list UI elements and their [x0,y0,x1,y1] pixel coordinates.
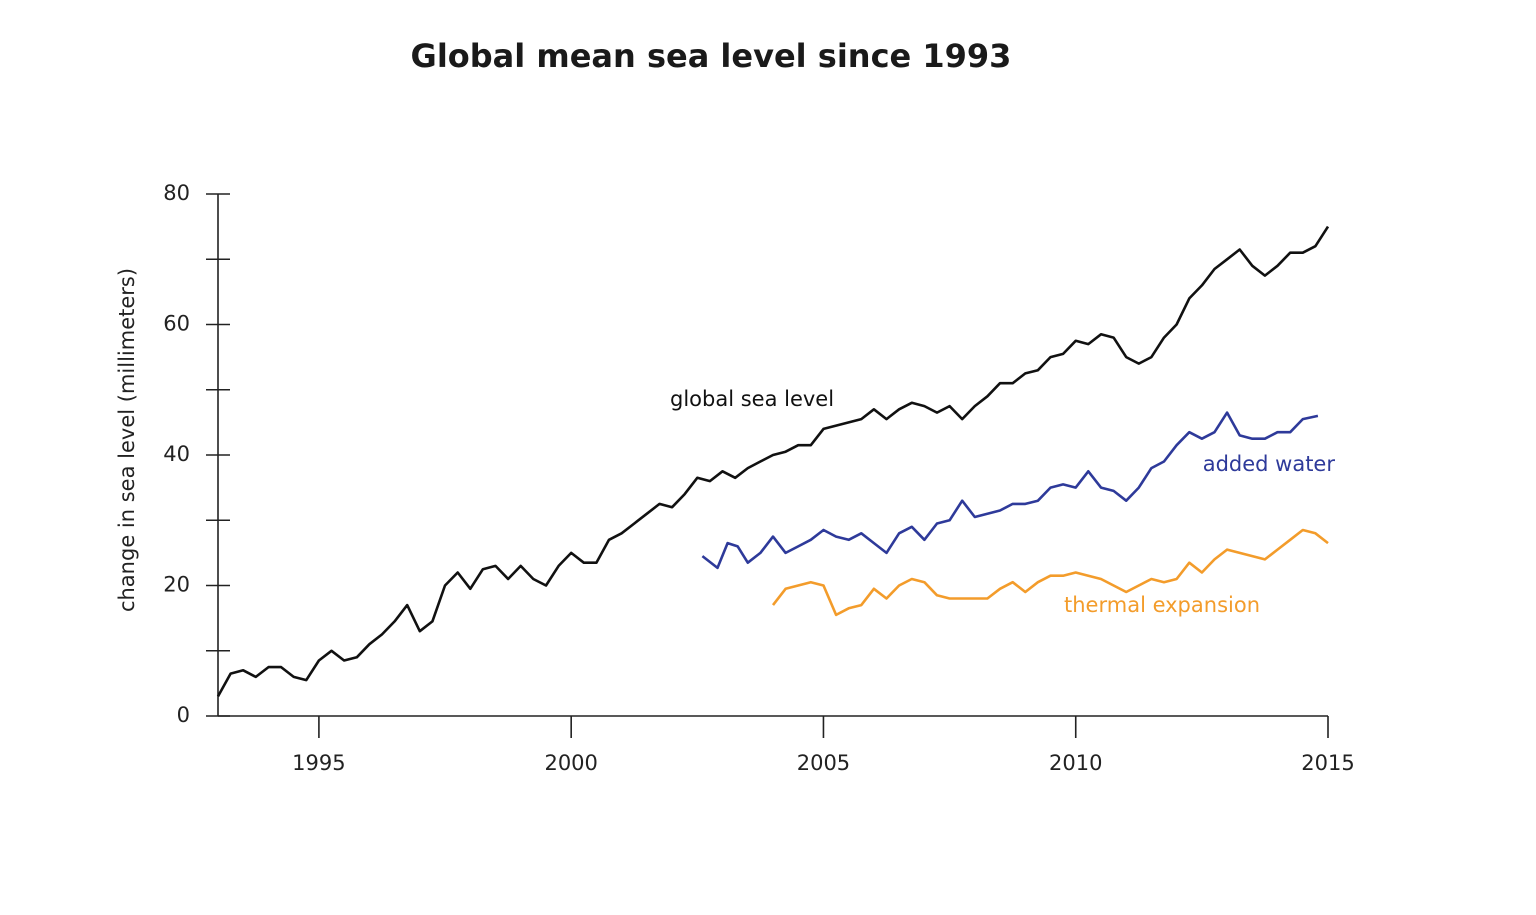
chart-title: Global mean sea level since 1993 [411,37,1012,75]
series-label: added water [1203,452,1336,476]
x-tick-label: 2010 [1049,751,1102,775]
y-axis-label: change in sea level (millimeters) [115,268,139,612]
series-line [216,225,1330,698]
y-tick-label: 20 [163,573,190,597]
series-label: global sea level [670,387,834,411]
series-line [771,528,1329,617]
y-tick-label: 80 [163,181,190,205]
y-tick-label: 0 [177,703,190,727]
series-line [701,411,1319,570]
x-tick-label: 2015 [1301,751,1354,775]
x-tick-label: 1995 [292,751,345,775]
x-tick-label: 2005 [797,751,850,775]
y-tick-label: 60 [163,312,190,336]
y-tick-label: 40 [163,442,190,466]
x-tick-label: 2000 [544,751,597,775]
series-label: thermal expansion [1064,593,1260,617]
